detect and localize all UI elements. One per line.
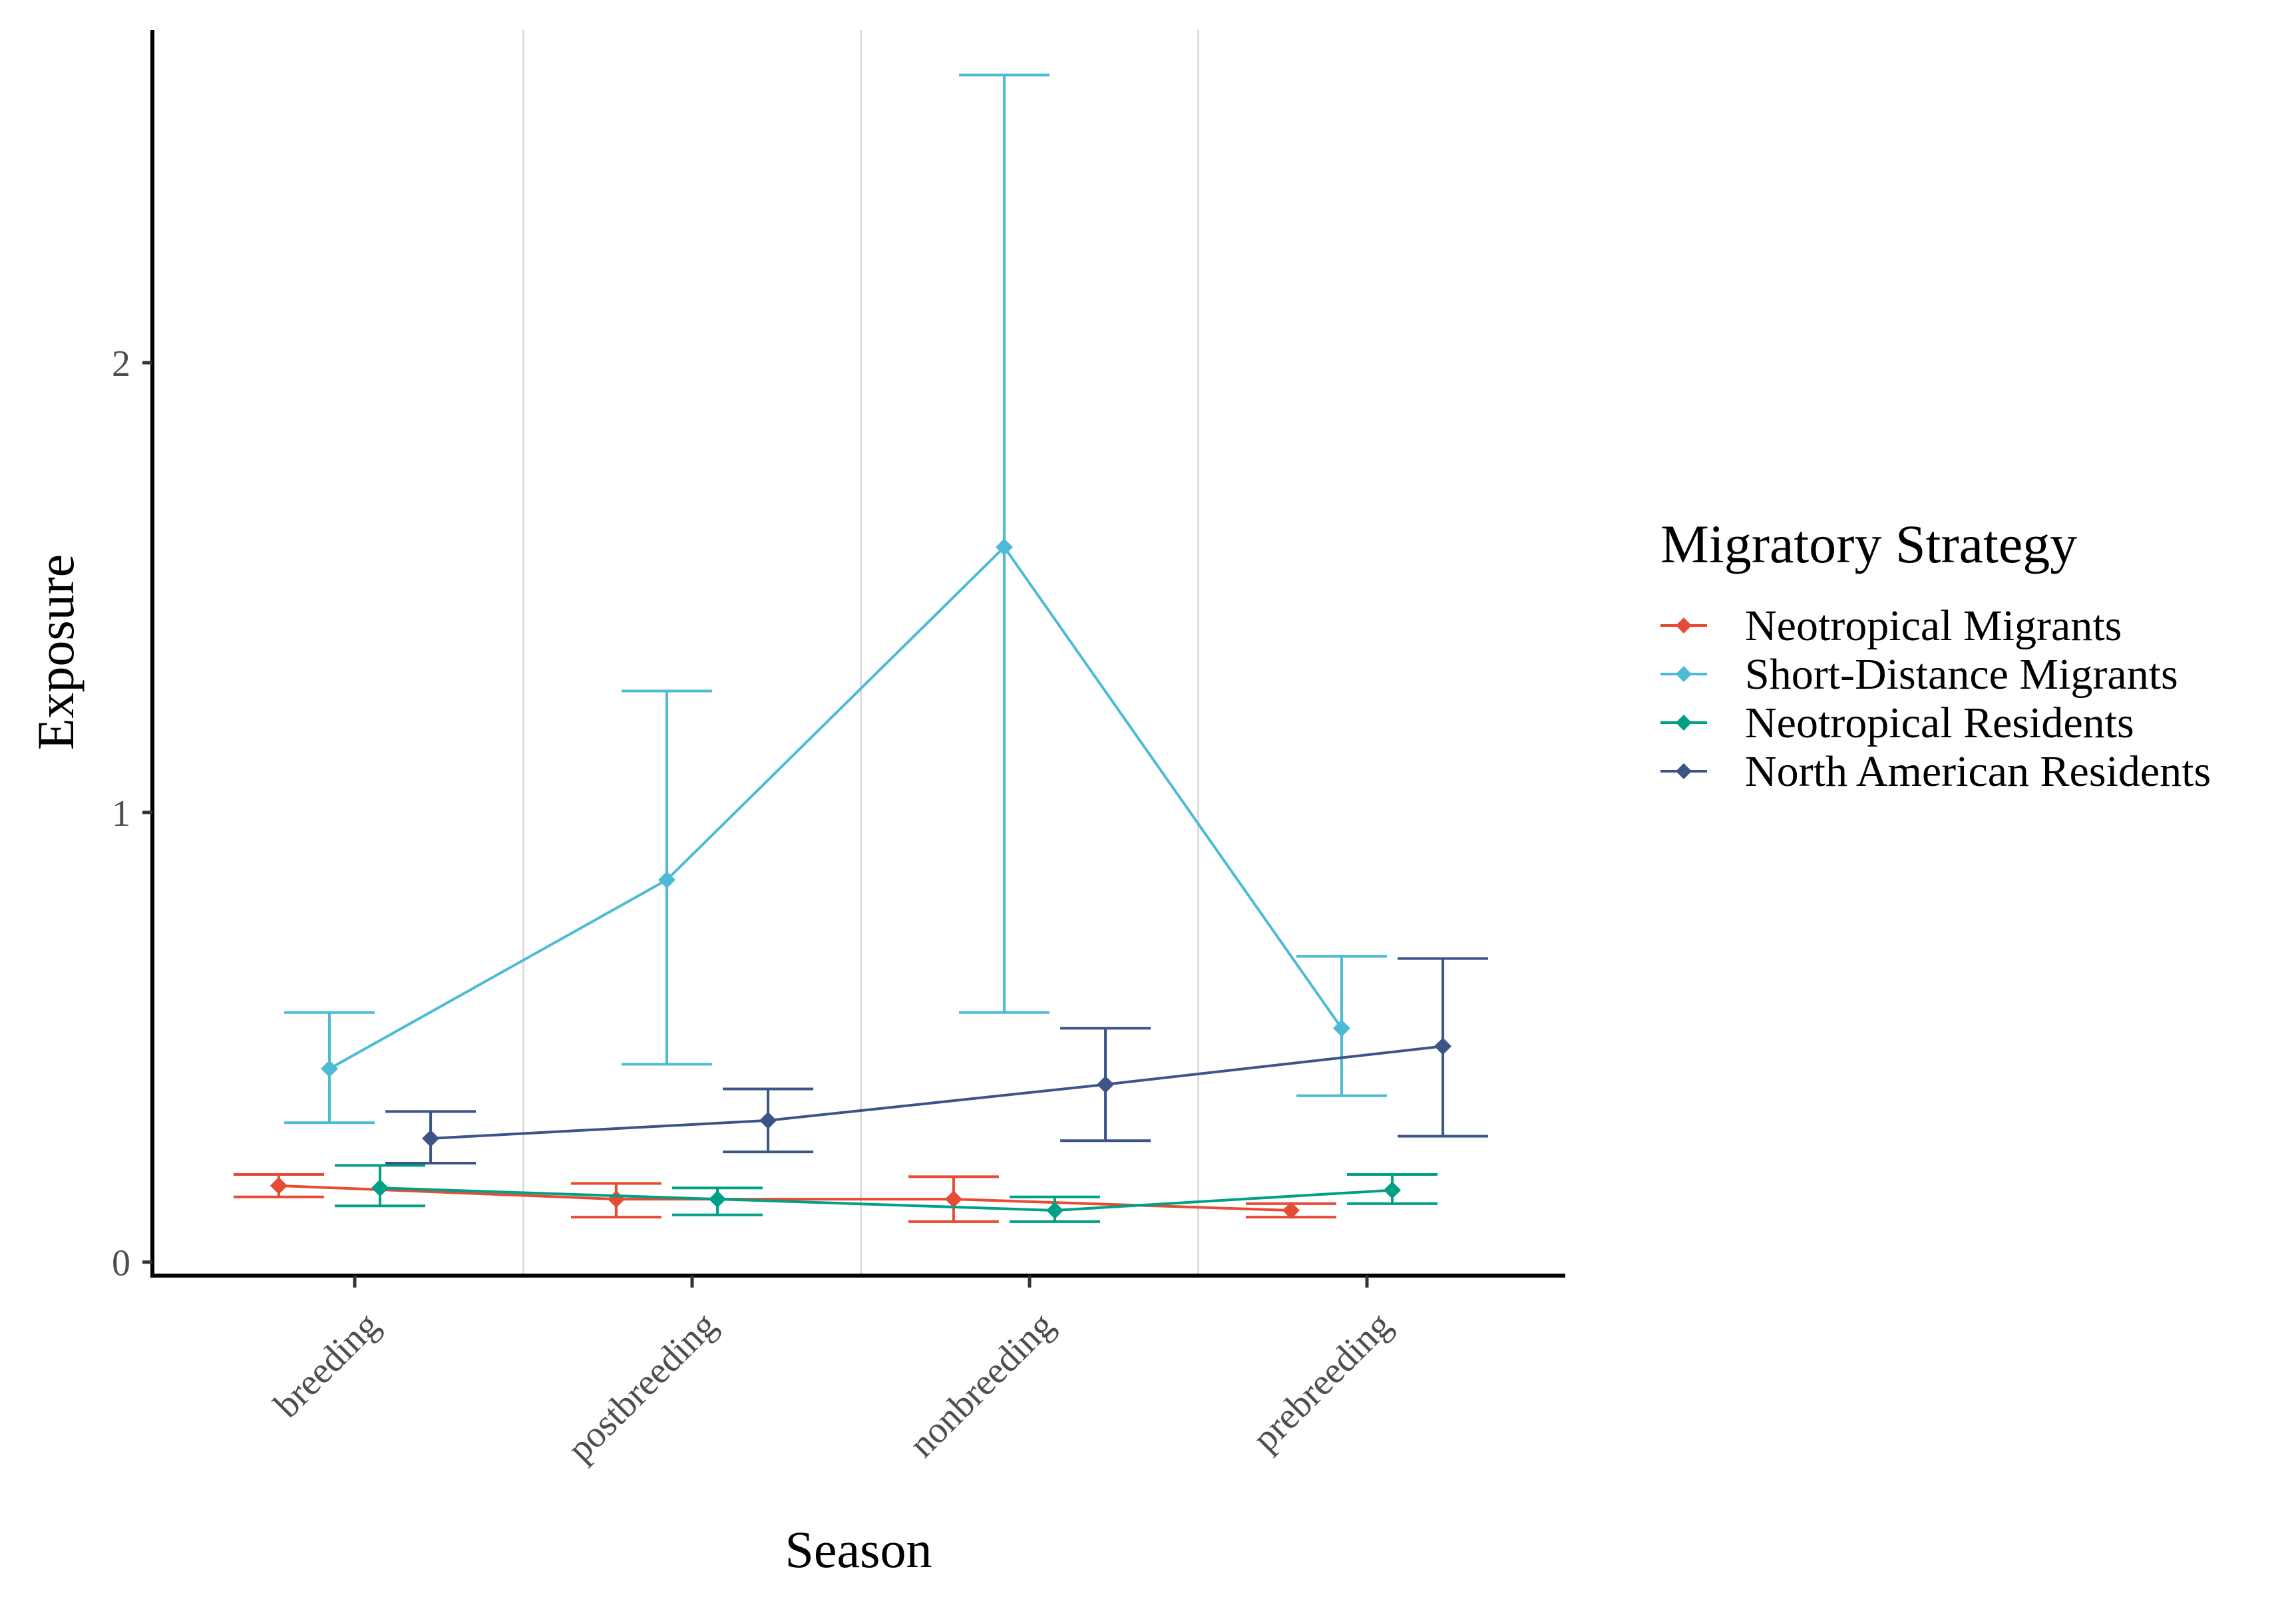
data-point (1434, 1037, 1452, 1055)
legend-key-marker (1676, 763, 1692, 779)
x-tick-label: prebreeding (1244, 1304, 1400, 1459)
legend-key-marker (1676, 715, 1692, 731)
series-group (335, 1164, 1438, 1223)
legend-key-marker (1676, 618, 1692, 633)
data-point (759, 1111, 777, 1129)
data-point (320, 1060, 338, 1078)
y-tick-label: 0 (112, 1243, 130, 1284)
data-point (371, 1179, 389, 1197)
legend-label: Neotropical Residents (1745, 699, 2134, 747)
y-axis-title: Exposure (27, 554, 85, 751)
data-point (422, 1129, 440, 1147)
x-tick-label: breeding (266, 1304, 387, 1425)
data-point (944, 1190, 962, 1208)
data-point (658, 871, 675, 889)
legend-item: Neotropical Residents (1660, 699, 2134, 747)
series-line (430, 1045, 1443, 1140)
legend-label: Short-Distance Migrants (1745, 650, 2178, 699)
data-point (1332, 1019, 1350, 1037)
x-axis-title: Season (785, 1520, 932, 1578)
data-point (995, 538, 1013, 556)
series-line (379, 1186, 1393, 1212)
legend-item: Short-Distance Migrants (1660, 650, 2178, 699)
legend-item: Neotropical Migrants (1660, 602, 2122, 650)
data-point (270, 1176, 287, 1194)
legend-label: Neotropical Migrants (1745, 602, 2122, 650)
series-line (328, 545, 1343, 1070)
legend-label: North American Residents (1745, 747, 2211, 796)
series-group (284, 73, 1387, 1125)
series-group (385, 957, 1489, 1165)
axes (150, 30, 1565, 1278)
series-line (278, 1184, 1291, 1212)
legend-item: North American Residents (1660, 747, 2211, 796)
data-point (1384, 1181, 1402, 1199)
x-tick-label: postbreeding (560, 1304, 725, 1469)
series-group (233, 1172, 1336, 1223)
legend-key-marker (1676, 666, 1692, 682)
data-point (1046, 1202, 1064, 1220)
y-tick-label: 1 (112, 793, 130, 834)
data-point (709, 1190, 727, 1208)
grid-lines (522, 30, 1199, 1276)
legend-title: Migratory Strategy (1660, 514, 2077, 574)
data-point (1282, 1202, 1300, 1220)
y-tick-label: 2 (112, 343, 130, 385)
axis-ticks: 0 1 2 breeding postbreeding nonbreeding prebre… (112, 343, 1400, 1470)
data-point (1097, 1075, 1115, 1093)
x-tick-label: nonbreeding (901, 1304, 1062, 1465)
series-layer (233, 73, 1489, 1223)
legend: Migratory Strategy Neotropical MigrantsS… (1660, 514, 2211, 796)
data-point (607, 1190, 625, 1208)
